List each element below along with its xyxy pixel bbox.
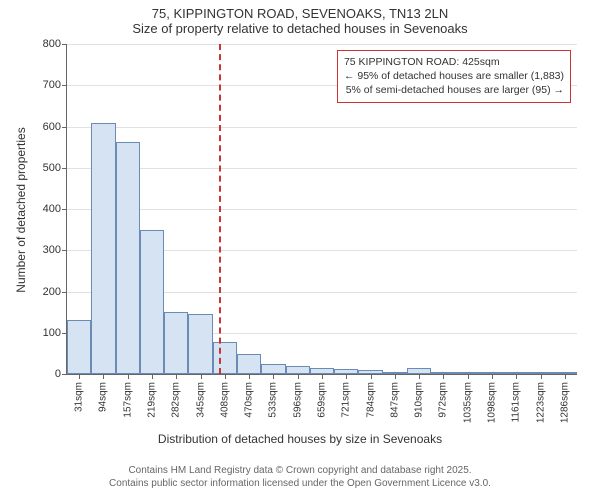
xtick-label: 31sqm — [74, 382, 85, 412]
xtick-mark — [443, 374, 444, 379]
gridline — [67, 209, 577, 210]
histogram-bar — [237, 354, 261, 374]
histogram-bar — [286, 366, 310, 374]
ytick-label: 800 — [43, 38, 61, 50]
chart-container: 75, KIPPINGTON ROAD, SEVENOAKS, TN13 2LN… — [0, 0, 600, 500]
xtick-mark — [79, 374, 80, 379]
ytick-label: 200 — [43, 286, 61, 298]
ytick-label: 500 — [43, 162, 61, 174]
gridline — [67, 168, 577, 169]
xtick-mark — [225, 374, 226, 379]
ytick-label: 700 — [43, 79, 61, 91]
footer-line2: Contains public sector information licen… — [0, 477, 600, 490]
plot-area: 010020030040050060070080031sqm94sqm157sq… — [66, 44, 577, 375]
xtick-mark — [128, 374, 129, 379]
xtick-label: 910sqm — [414, 382, 425, 418]
annotation-line: 5% of semi-detached houses are larger (9… — [344, 83, 564, 97]
xtick-mark — [249, 374, 250, 379]
ytick-label: 100 — [43, 327, 61, 339]
xtick-mark — [371, 374, 372, 379]
xtick-mark — [419, 374, 420, 379]
xtick-label: 847sqm — [389, 382, 400, 418]
annotation-line: ← 95% of detached houses are smaller (1,… — [344, 69, 564, 83]
xtick-label: 282sqm — [171, 382, 182, 418]
histogram-bar — [67, 320, 91, 374]
marker-line — [219, 44, 221, 374]
histogram-bar — [213, 342, 237, 374]
y-axis-label: Number of detached properties — [14, 127, 28, 292]
xtick-mark — [541, 374, 542, 379]
ytick-mark — [62, 209, 67, 210]
annotation-line: 75 KIPPINGTON ROAD: 425sqm — [344, 55, 564, 69]
xtick-label: 659sqm — [317, 382, 328, 418]
xtick-label: 596sqm — [292, 382, 303, 418]
xtick-label: 157sqm — [122, 382, 133, 418]
ytick-label: 400 — [43, 203, 61, 215]
gridline — [67, 44, 577, 45]
histogram-bar — [261, 364, 285, 374]
xtick-mark — [176, 374, 177, 379]
ytick-mark — [62, 127, 67, 128]
xtick-mark — [492, 374, 493, 379]
xtick-mark — [516, 374, 517, 379]
ytick-label: 600 — [43, 121, 61, 133]
xtick-label: 1098sqm — [487, 382, 498, 423]
xtick-label: 721sqm — [341, 382, 352, 418]
histogram-bar — [140, 230, 164, 374]
xtick-mark — [395, 374, 396, 379]
chart-footer: Contains HM Land Registry data © Crown c… — [0, 464, 600, 490]
x-axis-label: Distribution of detached houses by size … — [0, 432, 600, 446]
xtick-label: 408sqm — [219, 382, 230, 418]
ytick-mark — [62, 85, 67, 86]
xtick-mark — [322, 374, 323, 379]
chart-title-line1: 75, KIPPINGTON ROAD, SEVENOAKS, TN13 2LN — [0, 6, 600, 21]
xtick-mark — [468, 374, 469, 379]
xtick-label: 345sqm — [195, 382, 206, 418]
xtick-mark — [565, 374, 566, 379]
xtick-label: 533sqm — [268, 382, 279, 418]
xtick-label: 219sqm — [147, 382, 158, 418]
ytick-mark — [62, 168, 67, 169]
xtick-label: 784sqm — [365, 382, 376, 418]
xtick-mark — [298, 374, 299, 379]
histogram-bar — [164, 312, 188, 374]
gridline — [67, 127, 577, 128]
xtick-label: 1223sqm — [535, 382, 546, 423]
histogram-bar — [188, 314, 212, 374]
ytick-label: 0 — [55, 368, 61, 380]
xtick-label: 972sqm — [438, 382, 449, 418]
xtick-label: 94sqm — [98, 382, 109, 412]
xtick-label: 1035sqm — [462, 382, 473, 423]
xtick-label: 470sqm — [244, 382, 255, 418]
footer-line1: Contains HM Land Registry data © Crown c… — [0, 464, 600, 477]
ytick-mark — [62, 250, 67, 251]
ytick-mark — [62, 374, 67, 375]
chart-title-line2: Size of property relative to detached ho… — [0, 21, 600, 36]
xtick-mark — [152, 374, 153, 379]
xtick-label: 1161sqm — [511, 382, 522, 422]
xtick-label: 1286sqm — [559, 382, 570, 423]
xtick-mark — [201, 374, 202, 379]
xtick-mark — [273, 374, 274, 379]
annotation-box: 75 KIPPINGTON ROAD: 425sqm← 95% of detac… — [337, 50, 571, 103]
ytick-mark — [62, 44, 67, 45]
xtick-mark — [346, 374, 347, 379]
ytick-label: 300 — [43, 244, 61, 256]
histogram-bar — [116, 142, 140, 374]
xtick-mark — [103, 374, 104, 379]
histogram-bar — [91, 123, 115, 374]
ytick-mark — [62, 292, 67, 293]
